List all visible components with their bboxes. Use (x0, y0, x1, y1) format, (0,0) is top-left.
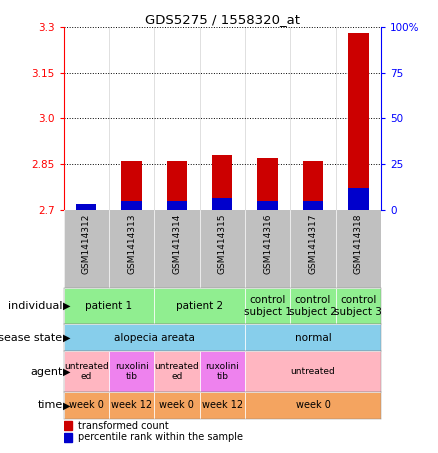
Bar (290, 288, 336, 324)
Text: ▶: ▶ (63, 333, 71, 342)
Text: GSM1414315: GSM1414315 (218, 214, 227, 274)
Text: GSM1414316: GSM1414316 (263, 214, 272, 274)
Bar (348, 33, 369, 210)
Text: time: time (37, 400, 63, 410)
Text: agent: agent (30, 366, 63, 376)
Text: GSM1414313: GSM1414313 (127, 214, 136, 274)
Text: untreated
ed: untreated ed (155, 362, 199, 381)
Bar (258, 158, 278, 210)
Bar (212, 155, 233, 210)
Text: individual: individual (8, 301, 63, 311)
Bar (167, 161, 187, 210)
Bar (154, 392, 200, 419)
Text: disease state: disease state (0, 333, 63, 342)
Text: percentile rank within the sample: percentile rank within the sample (78, 432, 243, 442)
Bar (245, 352, 381, 392)
Bar (245, 324, 381, 352)
Text: GSM1414312: GSM1414312 (82, 214, 91, 274)
Text: week 12: week 12 (202, 400, 243, 410)
Text: normal: normal (295, 333, 332, 342)
Bar (109, 352, 154, 392)
Text: ▶: ▶ (63, 400, 71, 410)
Bar (303, 201, 323, 210)
Text: week 0: week 0 (296, 400, 330, 410)
Bar (121, 161, 142, 210)
Bar (258, 201, 278, 210)
Bar (200, 352, 245, 392)
Bar (76, 204, 96, 210)
Text: ruxolini
tib: ruxolini tib (115, 362, 148, 381)
Text: patient 2: patient 2 (176, 301, 223, 311)
Bar (64, 288, 154, 324)
Text: ▶: ▶ (63, 301, 71, 311)
Bar (154, 352, 200, 392)
Text: alopecia areata: alopecia areata (114, 333, 194, 342)
Bar (167, 201, 187, 210)
Bar (200, 392, 245, 419)
Text: control
subject 1: control subject 1 (244, 295, 292, 317)
Bar (121, 201, 142, 210)
Bar (348, 188, 369, 210)
Text: transformed count: transformed count (78, 420, 169, 431)
Bar (245, 392, 381, 419)
Text: GSM1414314: GSM1414314 (173, 214, 181, 274)
Text: untreated
ed: untreated ed (64, 362, 109, 381)
Bar (245, 288, 290, 324)
Bar (64, 352, 109, 392)
Text: GSM1414318: GSM1414318 (354, 214, 363, 274)
Text: control
subject 3: control subject 3 (335, 295, 382, 317)
Bar (64, 421, 72, 430)
Text: week 0: week 0 (69, 400, 104, 410)
Bar (303, 161, 323, 210)
Bar (336, 288, 381, 324)
Text: ruxolini
tib: ruxolini tib (205, 362, 239, 381)
Bar (64, 392, 109, 419)
Title: GDS5275 / 1558320_at: GDS5275 / 1558320_at (145, 13, 300, 26)
Text: patient 1: patient 1 (85, 301, 132, 311)
Text: GSM1414317: GSM1414317 (308, 214, 318, 274)
Text: week 12: week 12 (111, 400, 152, 410)
Text: ▶: ▶ (63, 366, 71, 376)
Bar (212, 198, 233, 210)
Text: control
subject 2: control subject 2 (289, 295, 337, 317)
Bar (76, 204, 96, 210)
Text: week 0: week 0 (159, 400, 194, 410)
Bar (64, 433, 72, 442)
Bar (64, 324, 245, 352)
Bar (154, 288, 245, 324)
Bar (109, 392, 154, 419)
Text: untreated: untreated (291, 367, 336, 376)
